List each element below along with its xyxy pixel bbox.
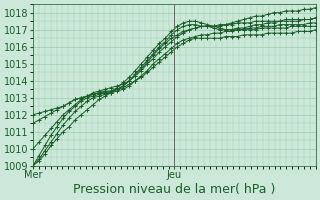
- X-axis label: Pression niveau de la mer( hPa ): Pression niveau de la mer( hPa ): [73, 183, 276, 196]
